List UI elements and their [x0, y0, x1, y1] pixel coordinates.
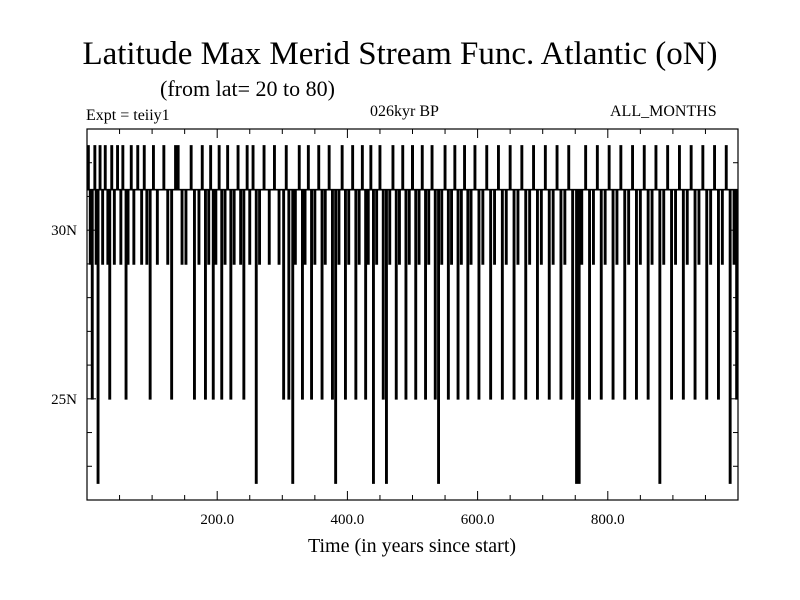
x-tick-label: 800.0 — [591, 512, 625, 528]
series-line — [86, 145, 739, 484]
x-axis-label: Time (in years since start) — [307, 535, 517, 557]
x-tick-label: 600.0 — [461, 512, 495, 528]
axis-ticks — [87, 128, 738, 501]
experiment-label: Expt = teiiy1 — [86, 107, 170, 124]
months-label: ALL_MONTHS — [610, 103, 717, 120]
x-tick-label: 400.0 — [331, 512, 365, 528]
period-label: 026kyr BP — [370, 103, 439, 120]
chart-subtitle: (from lat= 20 to 80) — [160, 76, 335, 101]
x-tick-label: 200.0 — [200, 512, 234, 528]
data-series — [86, 145, 739, 484]
y-tick-label: 25N — [51, 392, 77, 408]
chart-title: Latitude Max Merid Stream Func. Atlantic… — [82, 36, 718, 72]
tick-labels: 200.0 400.0 600.0 800.0 25N 30N — [51, 223, 625, 528]
y-tick-label: 30N — [51, 223, 77, 239]
